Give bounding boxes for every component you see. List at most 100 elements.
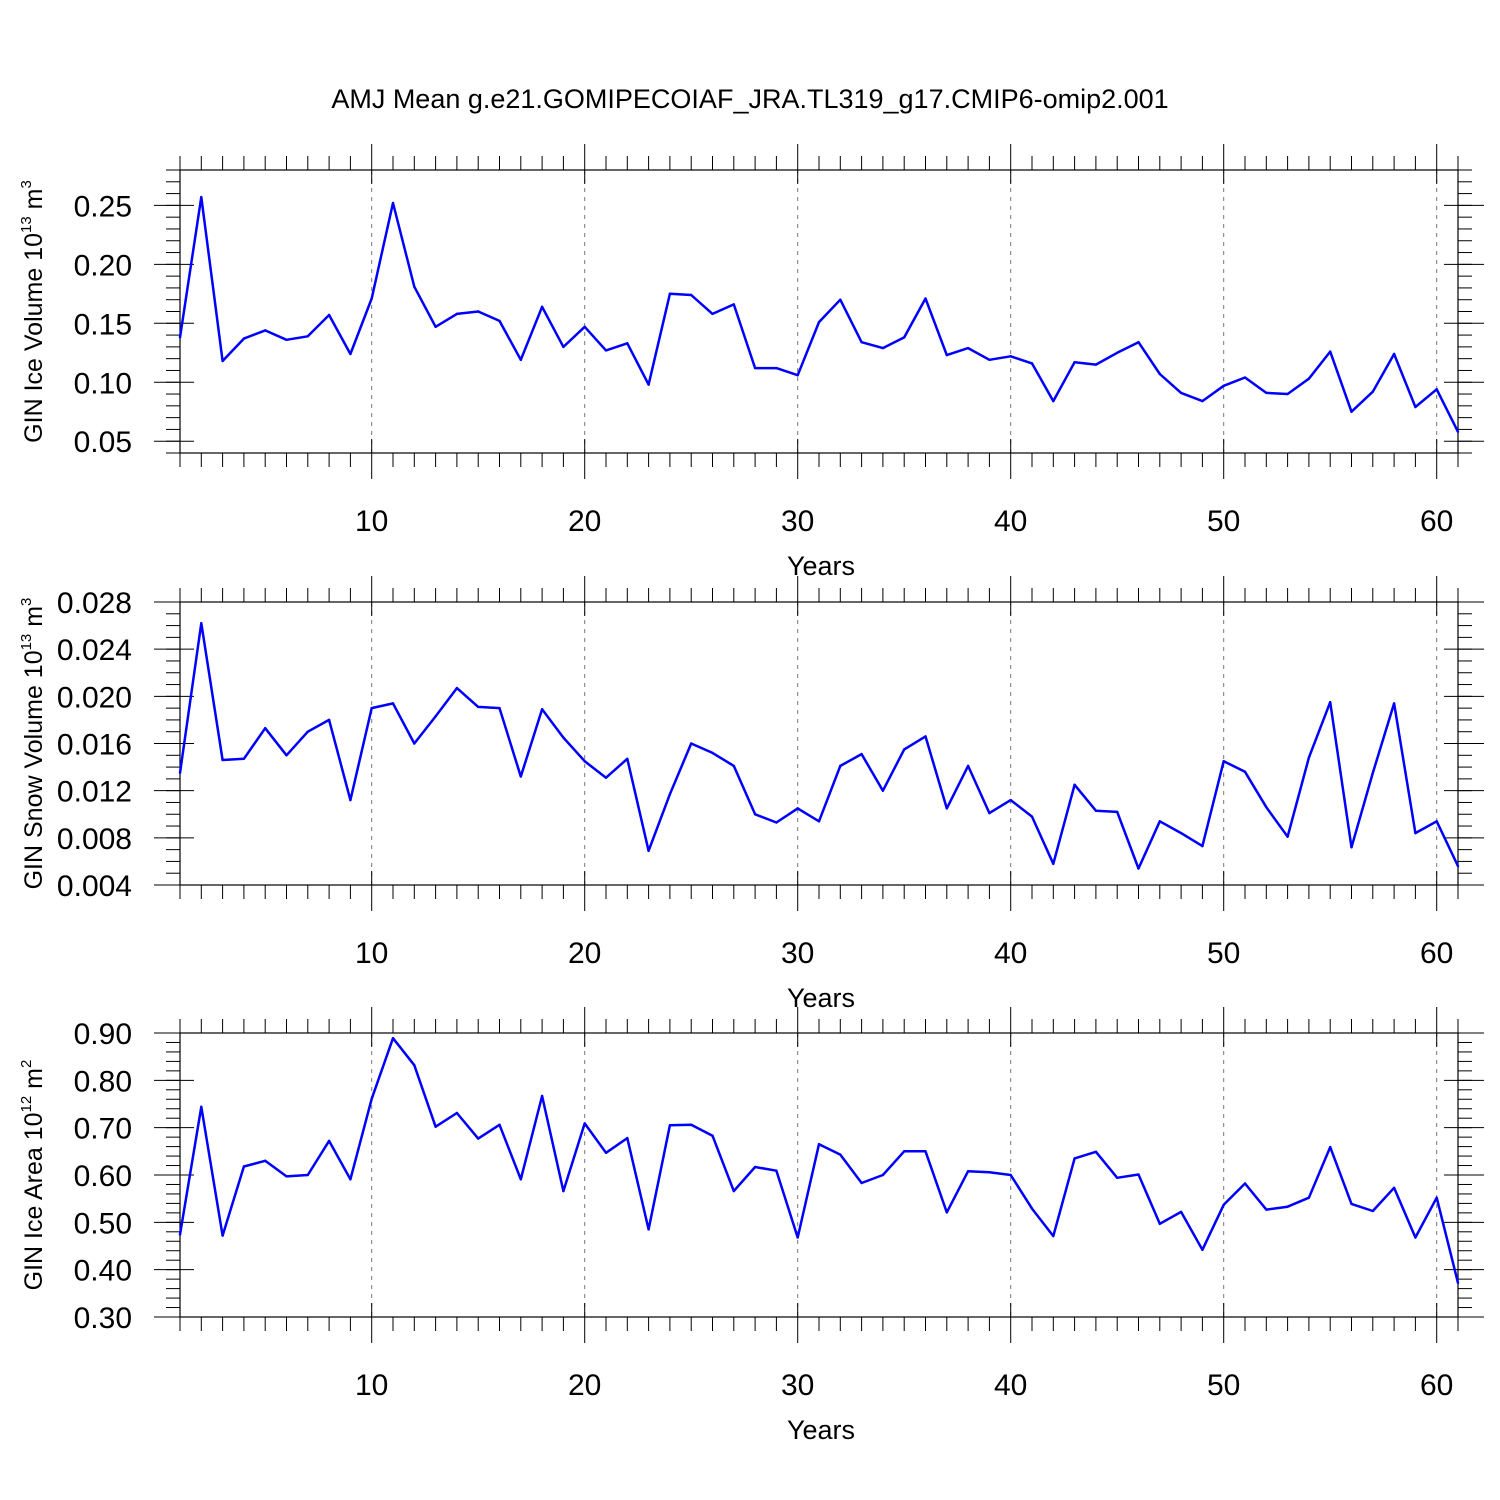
- plot-frame: [179, 601, 1459, 886]
- x-tick-label: 10: [355, 937, 388, 970]
- data-point: [1243, 1182, 1247, 1185]
- data-point: [1329, 350, 1332, 353]
- data-point: [1179, 1210, 1183, 1214]
- x-tick-label: 30: [781, 1369, 814, 1402]
- y-axis-label-unit-exponent: 3: [18, 180, 35, 188]
- data-point: [434, 325, 437, 329]
- data-point: [285, 754, 288, 757]
- data-point: [839, 764, 842, 768]
- data-point: [540, 708, 544, 711]
- data-point: [370, 1097, 373, 1100]
- data-point: [434, 1125, 437, 1128]
- data-point: [1392, 352, 1396, 356]
- data-point: [327, 313, 331, 317]
- data-point: [860, 340, 863, 344]
- data-point: [498, 319, 501, 323]
- data-point: [1030, 362, 1034, 365]
- data-point: [668, 292, 672, 296]
- x-tick-label: 40: [994, 505, 1027, 538]
- data-point: [370, 706, 373, 710]
- data-point: [1137, 867, 1140, 870]
- data-point: [924, 735, 927, 738]
- data-point: [1116, 810, 1119, 814]
- data-point: [860, 752, 863, 756]
- y-axis-label-unit: m: [20, 189, 48, 217]
- y-tick-label: 0.05: [74, 426, 132, 459]
- data-point: [178, 771, 182, 775]
- data-point: [945, 807, 948, 810]
- data-point: [1158, 1222, 1162, 1225]
- y-axis-label-main: GIN Ice Volume 10: [20, 233, 48, 443]
- data-point: [1435, 820, 1438, 823]
- data-point: [540, 1094, 544, 1098]
- x-tick-label: 60: [1420, 1369, 1453, 1402]
- x-tick-label: 50: [1207, 937, 1240, 970]
- y-tick-label: 0.90: [74, 1018, 132, 1051]
- data-point: [1286, 835, 1289, 838]
- y-tick-label: 0.50: [74, 1207, 132, 1240]
- y-axis-label-main: GIN Ice Area 10: [20, 1112, 48, 1290]
- data-point: [1456, 864, 1460, 868]
- data-point: [732, 764, 735, 768]
- data-point: [200, 195, 203, 199]
- data-point: [413, 285, 416, 288]
- y-tick-label: 0.008: [57, 823, 132, 856]
- y-tick-label: 0.40: [74, 1255, 132, 1288]
- data-point: [1158, 820, 1162, 823]
- y-axis-label: GIN Ice Area 1012 m2: [18, 1060, 48, 1291]
- panels: 10 20 30 40 50 60 Years 0.05 0.10 0.15 0.20 0.25 GIN…: [18, 144, 1484, 1445]
- y-tick-label: 0.004: [57, 870, 132, 903]
- data-point: [753, 1165, 757, 1169]
- y-axis-label-exponent: 12: [18, 1096, 35, 1113]
- data-point: [1307, 756, 1311, 759]
- data-point: [562, 736, 565, 739]
- panel-3: 10 20 30 40 50 60 Years 0.30 0.40 0.50 0.60 0.70 0.8…: [18, 1007, 1484, 1445]
- data-point: [1435, 1196, 1438, 1199]
- data-point: [604, 349, 608, 352]
- data-point: [178, 336, 182, 339]
- x-tick-label: 60: [1420, 505, 1453, 538]
- y-axis-label-exponent: 13: [18, 634, 35, 651]
- data-point: [1329, 1145, 1332, 1149]
- data-point: [391, 201, 395, 205]
- x-tick-label: 30: [781, 505, 814, 538]
- y-tick-label: 0.25: [74, 190, 132, 223]
- data-point: [839, 1153, 842, 1156]
- data-point: [455, 312, 459, 316]
- data-point: [1222, 759, 1225, 763]
- data-point: [1222, 384, 1225, 387]
- data-point: [1392, 1186, 1396, 1189]
- y-axis-label: GIN Ice Volume 1013 m3: [18, 180, 48, 443]
- y-tick-label: 0.012: [57, 776, 132, 809]
- data-point: [1030, 815, 1034, 818]
- x-tick-label: 20: [568, 505, 601, 538]
- data-point: [775, 366, 778, 370]
- data-point: [242, 757, 246, 761]
- data-point: [285, 338, 288, 341]
- data-point: [349, 1178, 352, 1181]
- x-axis-label: Years: [787, 983, 855, 1013]
- y-axis-label-unit-exponent: 3: [18, 598, 35, 606]
- data-point: [924, 1150, 927, 1153]
- data-point: [413, 742, 416, 745]
- data-point: [966, 1170, 970, 1173]
- data-point: [413, 1063, 416, 1067]
- data-point: [221, 359, 224, 363]
- data-point: [498, 706, 501, 710]
- data-point: [1052, 1234, 1055, 1238]
- data-point: [1009, 798, 1012, 802]
- data-point: [242, 1165, 246, 1168]
- data-point: [1073, 1157, 1076, 1160]
- data-point: [519, 358, 522, 362]
- data-point: [562, 1189, 565, 1193]
- data-point: [1179, 391, 1183, 395]
- data-point: [1179, 831, 1183, 835]
- data-point: [1222, 1203, 1225, 1207]
- data-point: [1137, 1173, 1140, 1176]
- data-point: [583, 759, 586, 763]
- data-point: [711, 1134, 714, 1137]
- data-point: [903, 336, 906, 339]
- y-axis-label-unit: m: [20, 606, 48, 634]
- data-point: [1094, 1150, 1098, 1154]
